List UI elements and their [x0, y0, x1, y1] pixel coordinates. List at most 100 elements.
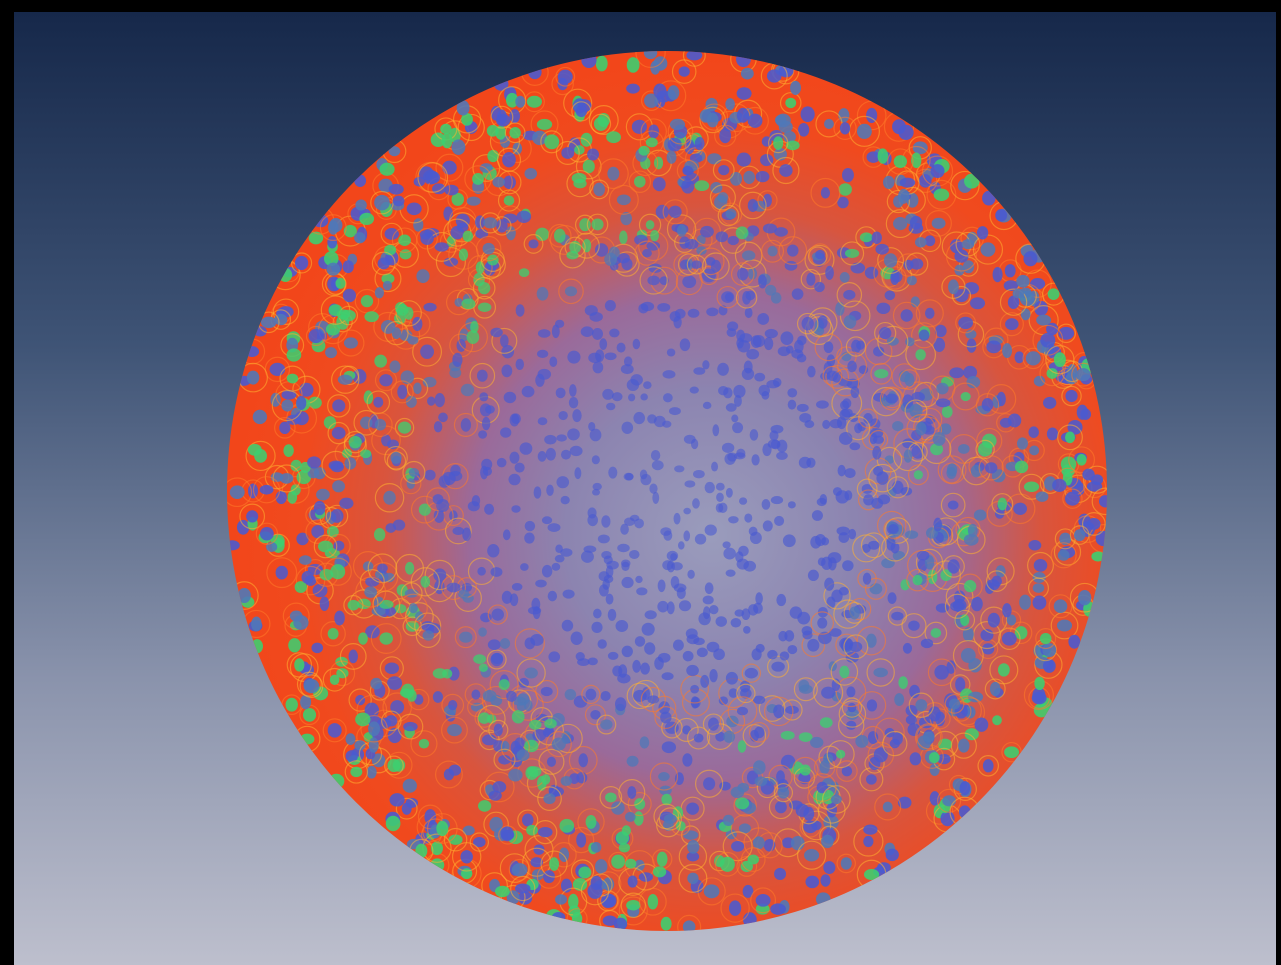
- nucleus: [1020, 308, 1031, 321]
- nucleus: [930, 443, 944, 456]
- nucleus: [478, 281, 491, 295]
- nucleus: [388, 146, 401, 157]
- nucleus: [606, 402, 616, 411]
- nucleus: [515, 95, 526, 108]
- nucleus: [342, 288, 357, 303]
- nucleus: [690, 684, 700, 694]
- nucleus: [451, 192, 465, 206]
- membrane: [596, 714, 617, 735]
- nucleus: [655, 204, 669, 219]
- nucleus: [537, 329, 551, 338]
- membrane: [1091, 487, 1107, 516]
- nucleus: [533, 486, 542, 499]
- nucleus: [644, 610, 657, 620]
- nucleus: [864, 266, 879, 279]
- nucleus: [653, 83, 667, 99]
- membrane: [487, 604, 508, 625]
- nucleus: [684, 239, 699, 250]
- nucleus: [503, 195, 515, 206]
- nucleus: [470, 320, 479, 334]
- nucleus: [731, 840, 745, 852]
- membrane: [547, 223, 572, 248]
- nucleus: [709, 604, 719, 615]
- nucleus: [815, 533, 826, 547]
- membrane: [874, 717, 905, 748]
- nucleus: [547, 590, 558, 602]
- nucleus: [600, 690, 611, 702]
- membrane: [735, 287, 758, 309]
- nucleus: [511, 582, 523, 591]
- nucleus: [687, 308, 700, 318]
- nucleus: [722, 541, 731, 549]
- nucleus: [594, 243, 609, 257]
- membrane: [320, 621, 346, 647]
- nucleus: [747, 267, 758, 280]
- nucleus: [912, 141, 928, 155]
- membrane: [638, 887, 667, 916]
- nucleus: [259, 526, 274, 541]
- membrane: [590, 113, 612, 135]
- membrane: [475, 235, 502, 262]
- nucleus: [519, 442, 533, 455]
- membrane: [558, 278, 584, 305]
- nucleus: [826, 370, 839, 381]
- membrane: [581, 684, 601, 705]
- membrane: [941, 274, 966, 299]
- nucleus: [886, 336, 899, 346]
- nucleus: [549, 857, 560, 871]
- nucleus: [638, 145, 650, 156]
- nucleus: [911, 391, 925, 402]
- nucleus: [551, 737, 566, 751]
- nucleus: [614, 697, 627, 712]
- membrane: [586, 213, 609, 236]
- nucleus: [625, 858, 637, 869]
- nucleus: [413, 382, 422, 395]
- membrane: [808, 243, 832, 266]
- nucleus: [345, 750, 358, 763]
- membrane: [381, 710, 402, 732]
- nucleus: [333, 540, 345, 551]
- nucleus: [334, 610, 345, 626]
- nucleus: [762, 443, 772, 457]
- nucleus: [644, 93, 659, 108]
- membrane: [534, 715, 565, 746]
- nucleus: [502, 152, 516, 168]
- nucleus: [390, 700, 405, 715]
- nucleus: [658, 772, 670, 782]
- nucleus: [403, 721, 418, 732]
- nucleus: [546, 484, 554, 496]
- membrane: [490, 105, 514, 129]
- nucleus: [753, 760, 766, 775]
- membrane: [937, 788, 962, 813]
- nucleus: [1040, 332, 1056, 348]
- nucleus: [1074, 529, 1086, 542]
- membrane: [1057, 467, 1079, 489]
- nucleus: [501, 364, 513, 378]
- nucleus: [898, 188, 910, 204]
- nucleus: [839, 665, 850, 679]
- nucleus: [932, 431, 946, 446]
- nucleus: [958, 738, 970, 753]
- nucleus: [633, 411, 646, 425]
- membrane: [640, 686, 666, 713]
- nucleus: [448, 834, 463, 845]
- nucleus: [636, 587, 648, 596]
- nucleus: [992, 715, 1002, 726]
- nucleus: [537, 368, 552, 380]
- nucleus: [1075, 368, 1091, 382]
- nucleus: [390, 451, 402, 464]
- nucleus: [335, 277, 346, 289]
- nucleus: [332, 399, 346, 413]
- nucleus: [604, 299, 616, 312]
- membrane: [555, 66, 576, 87]
- nucleus: [820, 187, 831, 199]
- membrane: [836, 760, 858, 782]
- nucleus: [460, 418, 472, 432]
- nucleus: [466, 196, 481, 206]
- nucleus: [702, 401, 712, 410]
- nucleus: [743, 560, 757, 572]
- nucleus: [866, 774, 877, 785]
- nucleus: [520, 563, 529, 571]
- nucleus: [562, 589, 575, 599]
- nucleus: [237, 587, 251, 604]
